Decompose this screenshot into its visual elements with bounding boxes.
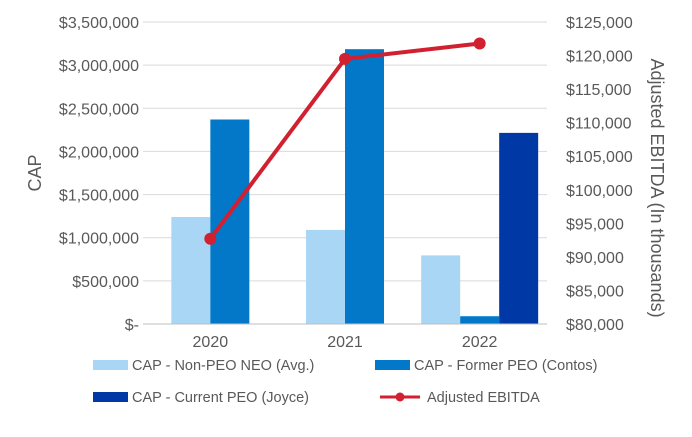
y2-tick-label: $110,000 bbox=[566, 116, 632, 133]
y2-axis-title: Adjusted EBITDA (In thousands) bbox=[647, 58, 667, 317]
ebitda-point-2021 bbox=[339, 52, 351, 65]
y-tick-label: $- bbox=[125, 317, 139, 334]
legend: CAP - Non-PEO NEO (Avg.) CAP - Former PEO… bbox=[93, 358, 597, 406]
legend-swatch bbox=[93, 392, 128, 402]
bar-cap-former-peo-contos-2020 bbox=[210, 119, 250, 324]
axes: $- $500,000 $1,000,000 $1,500,000 $2,000,000… bbox=[25, 15, 667, 351]
legend-label: Adjusted EBITDA bbox=[427, 390, 540, 406]
y-tick-label: $1,500,000 bbox=[59, 188, 139, 205]
y-axis-title: CAP bbox=[25, 154, 45, 191]
legend-label: CAP - Non-PEO NEO (Avg.) bbox=[132, 358, 314, 374]
legend-label: CAP - Former PEO (Contos) bbox=[414, 358, 597, 374]
y-tick-label: $2,000,000 bbox=[59, 144, 139, 161]
y2-tick-label: $90,000 bbox=[566, 250, 624, 267]
y2-tick-label: $85,000 bbox=[566, 283, 624, 300]
bar-cap-current-peo-joyce-2022 bbox=[499, 132, 539, 324]
x-tick-label: 2022 bbox=[462, 334, 498, 351]
y-tick-label: $500,000 bbox=[72, 274, 139, 291]
legend-swatch bbox=[93, 360, 128, 370]
y-tick-label: $1,000,000 bbox=[59, 231, 139, 248]
bar-cap-non-peo-neo-avg-2022 bbox=[421, 255, 461, 324]
y2-tick-label: $115,000 bbox=[566, 82, 632, 99]
legend-marker bbox=[395, 392, 405, 402]
y2-tick-label: $95,000 bbox=[566, 216, 624, 233]
bar-cap-former-peo-contos-2021 bbox=[345, 49, 384, 325]
bars bbox=[171, 49, 539, 325]
y2-tick-label: $125,000 bbox=[566, 15, 633, 32]
y-tick-label: $3,500,000 bbox=[59, 15, 139, 32]
y2-tick-label: $120,000 bbox=[566, 49, 633, 66]
bar-cap-non-peo-neo-avg-2021 bbox=[306, 229, 345, 324]
bar-cap-former-peo-contos-2022 bbox=[460, 316, 500, 324]
ebitda-point-2022 bbox=[473, 37, 486, 50]
y-tick-label: $2,500,000 bbox=[59, 101, 139, 118]
legend-swatch bbox=[375, 360, 410, 370]
ebitda-point-2020 bbox=[204, 232, 217, 245]
bar-cap-non-peo-neo-avg-2020 bbox=[171, 217, 211, 324]
y-tick-label: $3,000,000 bbox=[59, 58, 139, 75]
ebitda-line bbox=[204, 37, 486, 245]
y2-tick-label: $100,000 bbox=[566, 183, 633, 200]
y2-tick-label: $105,000 bbox=[566, 149, 633, 166]
legend-label: CAP - Current PEO (Joyce) bbox=[132, 390, 309, 406]
x-tick-label: 2021 bbox=[327, 334, 363, 351]
x-tick-label: 2020 bbox=[193, 334, 229, 351]
y2-tick-label: $80,000 bbox=[566, 317, 624, 334]
